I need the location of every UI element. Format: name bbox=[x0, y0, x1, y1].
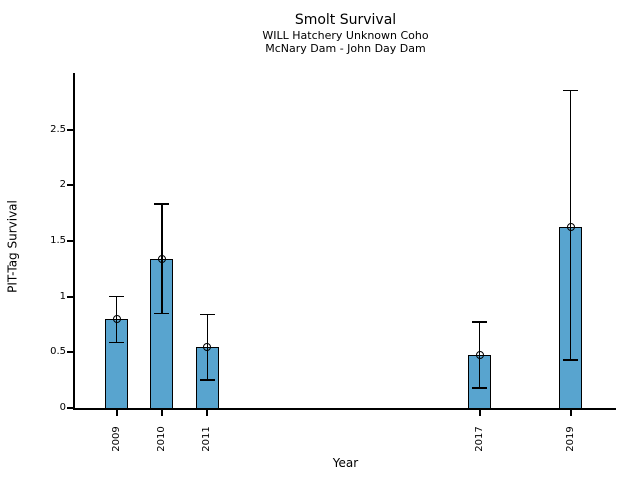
error-cap-top bbox=[154, 203, 170, 206]
y-tick-mark bbox=[67, 240, 74, 242]
error-cap-bottom bbox=[199, 379, 215, 381]
x-tick-mark bbox=[569, 409, 572, 416]
data-point-marker bbox=[157, 254, 166, 263]
chart-subtitle-2: McNary Dam - John Day Dam bbox=[265, 42, 426, 55]
x-axis-label: Year bbox=[332, 456, 359, 470]
y-tick-label: 2 bbox=[59, 179, 66, 191]
data-point-marker bbox=[566, 222, 575, 231]
x-tick-label: 2011 bbox=[201, 426, 213, 452]
error-cap-bottom bbox=[154, 312, 170, 315]
error-cap-bottom bbox=[563, 359, 578, 361]
y-tick-mark bbox=[67, 295, 74, 298]
error-cap-top bbox=[109, 295, 124, 298]
x-tick-label: 2009 bbox=[110, 426, 122, 452]
chart-title: Smolt Survival bbox=[294, 12, 397, 28]
x-axis-spine bbox=[73, 407, 616, 410]
x-tick-mark bbox=[478, 409, 481, 416]
error-cap-top bbox=[563, 89, 578, 92]
y-tick-mark bbox=[67, 351, 74, 354]
y-tick-mark bbox=[67, 184, 74, 187]
y-tick-mark bbox=[67, 128, 74, 131]
x-tick-label: 2017 bbox=[473, 426, 485, 452]
y-tick-label: 0 bbox=[59, 402, 66, 413]
y-tick-label: 1.5 bbox=[50, 235, 66, 246]
y-tick-mark bbox=[67, 407, 74, 409]
y-tick-label: 1 bbox=[59, 290, 66, 302]
error-cap-bottom bbox=[472, 387, 488, 389]
data-point-marker bbox=[112, 314, 121, 323]
chart-subtitle-1: WILL Hatchery Unknown Coho bbox=[262, 29, 429, 42]
x-tick-label: 2010 bbox=[155, 426, 167, 452]
x-tick-mark bbox=[160, 409, 163, 416]
data-point-marker bbox=[475, 350, 484, 359]
error-cap-top bbox=[199, 313, 215, 316]
x-tick-mark bbox=[115, 409, 118, 416]
y-tick-label: 2.5 bbox=[50, 123, 66, 135]
y-tick-label: 0.5 bbox=[50, 346, 66, 358]
error-cap-top bbox=[472, 321, 488, 324]
title-block: Smolt Survival WILL Hatchery Unknown Coh… bbox=[75, 11, 616, 55]
x-tick-mark bbox=[206, 409, 209, 416]
x-tick-label: 2019 bbox=[564, 426, 576, 452]
y-axis-spine bbox=[73, 73, 75, 410]
error-cap-bottom bbox=[109, 341, 124, 344]
data-point-marker bbox=[203, 342, 212, 351]
